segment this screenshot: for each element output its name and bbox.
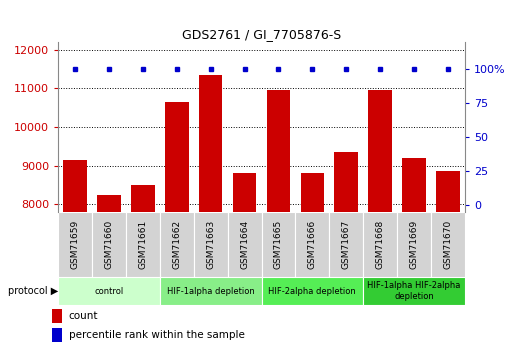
Bar <box>228 212 262 277</box>
Bar <box>363 212 397 277</box>
Text: protocol ▶: protocol ▶ <box>8 286 58 296</box>
Bar <box>58 212 92 277</box>
Bar <box>329 212 363 277</box>
Text: GSM71669: GSM71669 <box>409 220 419 269</box>
Bar <box>402 158 426 212</box>
Text: HIF-2alpha depletion: HIF-2alpha depletion <box>268 286 356 296</box>
Text: GSM71666: GSM71666 <box>308 220 317 269</box>
Bar <box>233 174 256 212</box>
Bar <box>126 212 160 277</box>
Text: GSM71662: GSM71662 <box>172 220 181 269</box>
Bar <box>52 328 63 342</box>
Text: control: control <box>94 286 124 296</box>
Text: GSM71660: GSM71660 <box>104 220 113 269</box>
Text: HIF-1alpha HIF-2alpha
depletion: HIF-1alpha HIF-2alpha depletion <box>367 281 461 301</box>
Bar <box>334 152 358 212</box>
Text: GSM71663: GSM71663 <box>206 220 215 269</box>
Text: GSM71661: GSM71661 <box>139 220 147 269</box>
Bar <box>131 185 154 212</box>
Bar <box>368 90 392 212</box>
Text: GSM71664: GSM71664 <box>240 220 249 269</box>
Bar <box>262 277 363 305</box>
Text: GSM71665: GSM71665 <box>274 220 283 269</box>
Bar <box>436 171 460 212</box>
Text: HIF-1alpha depletion: HIF-1alpha depletion <box>167 286 254 296</box>
Text: GSM71668: GSM71668 <box>376 220 385 269</box>
Text: percentile rank within the sample: percentile rank within the sample <box>69 330 245 340</box>
Bar <box>262 212 295 277</box>
Bar <box>397 212 431 277</box>
Text: count: count <box>69 311 98 321</box>
Bar <box>363 277 465 305</box>
Bar <box>267 90 290 212</box>
Bar <box>194 212 228 277</box>
Text: GSM71667: GSM71667 <box>342 220 351 269</box>
Bar <box>92 212 126 277</box>
Bar <box>97 195 121 212</box>
Bar <box>165 102 189 212</box>
Text: GSM71670: GSM71670 <box>444 220 452 269</box>
Bar <box>199 75 223 212</box>
Bar <box>58 277 160 305</box>
Bar <box>301 174 324 212</box>
Bar <box>63 160 87 212</box>
Title: GDS2761 / GI_7705876-S: GDS2761 / GI_7705876-S <box>182 28 341 41</box>
Bar <box>431 212 465 277</box>
Bar <box>160 277 262 305</box>
Bar <box>160 212 194 277</box>
Bar <box>295 212 329 277</box>
Text: GSM71659: GSM71659 <box>70 220 80 269</box>
Bar <box>52 309 63 323</box>
